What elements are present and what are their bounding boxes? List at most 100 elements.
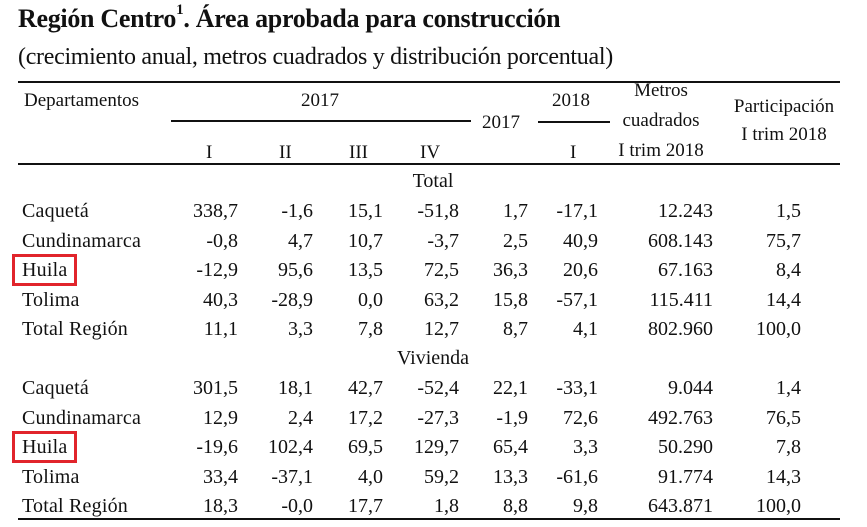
header-year-2017: 2017 xyxy=(301,90,339,111)
cell-2017-q2: 102,4 xyxy=(268,436,313,458)
table-row: Total Región 18,3 -0,0 17,7 1,8 8,8 9,8 643.871… xyxy=(0,491,867,521)
cell-2017-q3: 7,8 xyxy=(358,318,383,340)
title-rest: . Área aprobada para construcción xyxy=(183,4,561,33)
cell-2017-q4: -52,4 xyxy=(417,377,459,399)
cell-2017-q1: -19,6 xyxy=(196,436,238,458)
cell-metros-cuadrados: 91.774 xyxy=(658,465,713,488)
header-participacion-line1: Participación xyxy=(733,96,835,117)
cell-2017-q4: 72,5 xyxy=(424,259,459,281)
header-q3-2017: III xyxy=(349,142,368,163)
cell-2017-q3: 42,7 xyxy=(348,377,383,399)
cell-metros-cuadrados: 50.290 xyxy=(658,436,713,458)
cell-2017-q3: 17,7 xyxy=(348,495,383,517)
cell-2017-q1: -0,8 xyxy=(206,229,238,252)
cell-2017-annual: 1,7 xyxy=(503,200,528,222)
cell-metros-cuadrados: 9.044 xyxy=(668,377,713,399)
section-label-vivienda: Vivienda xyxy=(396,347,470,369)
table-row: Huila -12,9 95,6 13,5 72,5 36,3 20,6 67.163 8,4 xyxy=(0,254,867,286)
cell-2018-q1: -57,1 xyxy=(556,288,598,311)
table-row: Tolima 33,4 -37,1 4,0 59,2 13,3 -61,6 91.774 14,… xyxy=(0,462,867,492)
cell-2017-q1: 301,5 xyxy=(193,377,238,399)
header-q4-2017: IV xyxy=(420,142,441,163)
cell-2017-q4: -27,3 xyxy=(417,406,459,429)
cell-2017-q2: 4,7 xyxy=(288,229,313,252)
table-row: Tolima 40,3 -28,9 0,0 63,2 15,8 -57,1 115.411 14… xyxy=(0,285,867,315)
cell-2018-q1: 9,8 xyxy=(573,495,598,517)
cell-2017-q2: 18,1 xyxy=(278,377,313,399)
cell-2017-q4: 12,7 xyxy=(424,318,459,340)
header-year-2018: 2018 xyxy=(552,90,590,111)
cell-participacion: 76,5 xyxy=(766,406,801,429)
cell-2017-q4: 59,2 xyxy=(424,465,459,488)
cell-2017-q4: -51,8 xyxy=(417,200,459,222)
header-2017-underline xyxy=(171,120,471,122)
department-name: Tolima xyxy=(22,465,80,488)
cell-participacion: 1,5 xyxy=(776,200,801,222)
cell-metros-cuadrados: 67.163 xyxy=(658,259,713,281)
table-title: Región Centro1. Área aprobada para const… xyxy=(18,2,561,34)
header-q1-2018: I xyxy=(570,142,577,163)
cell-metros-cuadrados: 115.411 xyxy=(649,288,713,311)
cell-2017-q3: 13,5 xyxy=(348,259,383,281)
header-metros-line1: Metros xyxy=(634,80,688,101)
table-row: Cundinamarca -0,8 4,7 10,7 -3,7 2,5 40,9 608.14… xyxy=(0,226,867,256)
cell-2017-annual: 36,3 xyxy=(493,259,528,281)
table-row: Huila -19,6 102,4 69,5 129,7 65,4 3,3 50.290 7,8 xyxy=(0,431,867,463)
cell-metros-cuadrados: 802.960 xyxy=(648,318,713,340)
cell-2018-q1: -61,6 xyxy=(556,465,598,488)
department-name: Cundinamarca xyxy=(22,406,142,429)
cell-2017-annual: 8,8 xyxy=(503,495,528,517)
cell-2017-q1: -12,9 xyxy=(196,259,238,281)
title-main: Región Centro xyxy=(18,4,177,33)
cell-2017-q4: 129,7 xyxy=(414,436,459,458)
department-name: Caquetá xyxy=(22,377,89,399)
cell-participacion: 14,4 xyxy=(766,288,801,311)
cell-2018-q1: -33,1 xyxy=(556,377,598,399)
cell-2018-q1: -17,1 xyxy=(556,200,598,222)
cell-participacion: 1,4 xyxy=(776,377,801,399)
cell-participacion: 100,0 xyxy=(756,495,801,517)
table-row: Caquetá 301,5 18,1 42,7 -52,4 22,1 -33,1 9.044 1… xyxy=(0,373,867,403)
cell-participacion: 75,7 xyxy=(766,229,801,252)
header-departamentos: Departamentos xyxy=(24,90,140,111)
cell-2017-q2: 95,6 xyxy=(278,259,313,281)
cell-metros-cuadrados: 608.143 xyxy=(648,229,713,252)
department-name-highlighted: Huila xyxy=(11,254,78,286)
cell-2017-annual: 8,7 xyxy=(503,318,528,340)
cell-2017-q2: -37,1 xyxy=(271,465,313,488)
cell-2017-q3: 0,0 xyxy=(358,288,383,311)
cell-2018-q1: 3,3 xyxy=(573,436,598,458)
top-rule xyxy=(18,81,840,83)
cell-2017-q1: 40,3 xyxy=(203,288,238,311)
cell-2018-q1: 72,6 xyxy=(563,406,598,429)
table-row: Caquetá 338,7 -1,6 15,1 -51,8 1,7 -17,1 12.243 1… xyxy=(0,196,867,226)
cell-participacion: 8,4 xyxy=(776,259,801,281)
cell-2017-q2: 2,4 xyxy=(288,406,313,429)
header-metros-line3: I trim 2018 xyxy=(618,140,704,161)
cell-2017-q2: 3,3 xyxy=(288,318,313,340)
cell-2017-q2: -28,9 xyxy=(271,288,313,311)
department-name-highlighted: Huila xyxy=(11,431,78,463)
section-label-total: Total xyxy=(412,170,454,192)
department-name: Caquetá xyxy=(22,200,89,222)
cell-2017-q4: 63,2 xyxy=(424,288,459,311)
cell-2017-annual: 65,4 xyxy=(493,436,528,458)
cell-2017-q3: 15,1 xyxy=(348,200,383,222)
header-q1-2017: I xyxy=(206,142,213,163)
cell-2017-q1: 338,7 xyxy=(193,200,238,222)
cell-participacion: 7,8 xyxy=(776,436,801,458)
cell-2017-annual: 2,5 xyxy=(503,229,528,252)
department-name: Tolima xyxy=(22,288,80,311)
cell-2017-annual: 13,3 xyxy=(493,465,528,488)
cell-2017-annual: 15,8 xyxy=(493,288,528,311)
department-name: Total Región xyxy=(22,318,128,340)
header-q2-2017: II xyxy=(279,142,292,163)
cell-2017-annual: -1,9 xyxy=(496,406,528,429)
cell-2017-q3: 4,0 xyxy=(358,465,383,488)
cell-2017-q1: 11,1 xyxy=(203,318,238,340)
table-row: Total Región 11,1 3,3 7,8 12,7 8,7 4,1 802.960 1… xyxy=(0,314,867,344)
table-row: Cundinamarca 12,9 2,4 17,2 -27,3 -1,9 72,6 492.… xyxy=(0,403,867,433)
department-name: Total Región xyxy=(22,495,128,517)
header-metros-line2: cuadrados xyxy=(622,110,700,131)
cell-participacion: 14,3 xyxy=(766,465,801,488)
